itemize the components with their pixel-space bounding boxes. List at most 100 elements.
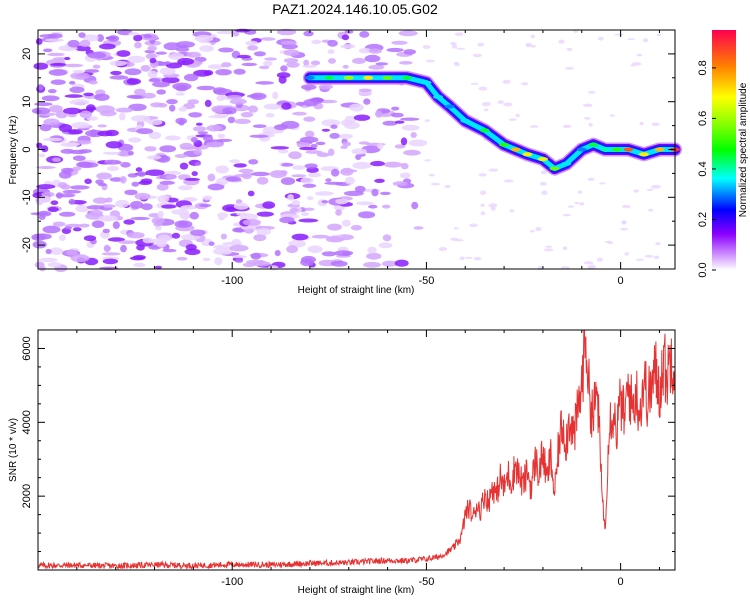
- noise-blob: [97, 130, 113, 137]
- noise-blob: [340, 145, 348, 149]
- spectrogram-x-axis-label: Height of straight line (km): [298, 285, 415, 296]
- noise-blob: [212, 87, 227, 94]
- noise-blob: [183, 73, 199, 82]
- noise-blob: [216, 30, 235, 35]
- noise-blob: [480, 211, 486, 216]
- noise-blob: [302, 183, 317, 188]
- noise-blob: [31, 233, 46, 241]
- ridge-point: [363, 75, 374, 80]
- noise-blob: [431, 182, 440, 186]
- noise-blob: [76, 161, 93, 168]
- noise-blob: [50, 79, 66, 85]
- noise-blob: [96, 34, 105, 42]
- noise-blob: [47, 206, 59, 212]
- noise-blob: [241, 62, 258, 67]
- spectrogram-x-ticks: -100 -50 0: [37, 30, 660, 287]
- noise-blob: [250, 171, 270, 177]
- noise-blob: [535, 226, 542, 232]
- noise-blob: [301, 84, 317, 90]
- noise-blob: [86, 205, 105, 210]
- noise-blob: [480, 203, 485, 207]
- noise-blob: [541, 170, 548, 175]
- noise-blob: [215, 165, 229, 174]
- noise-blob: [42, 225, 61, 234]
- noise-blob: [140, 65, 151, 72]
- noise-blob: [286, 245, 298, 254]
- noise-blob: [329, 132, 340, 139]
- noise-blob: [280, 65, 288, 72]
- noise-blob: [302, 64, 318, 68]
- noise-blob: [473, 257, 482, 261]
- noise-blob: [105, 141, 123, 149]
- noise-blob: [609, 114, 615, 117]
- noise-blob: [597, 36, 604, 41]
- noise-blob: [286, 61, 300, 68]
- noise-blob: [424, 119, 430, 123]
- noise-blob: [340, 119, 354, 127]
- noise-blob: [203, 70, 214, 76]
- noise-blob: [127, 55, 146, 63]
- colorbar-tick-label: 0.0: [697, 262, 709, 277]
- y-tick-label: 10: [21, 96, 33, 108]
- noise-blob: [450, 42, 457, 46]
- noise-blob: [269, 170, 287, 179]
- noise-blob: [66, 249, 78, 256]
- noise-blob: [107, 166, 119, 171]
- noise-blob: [563, 124, 572, 129]
- noise-blob: [378, 242, 393, 249]
- noise-blob: [321, 200, 329, 204]
- noise-blob: [75, 205, 89, 213]
- noise-blob: [70, 72, 90, 80]
- colorbar-label: Normalized spectral amplitude: [738, 82, 749, 217]
- noise-blob: [562, 213, 571, 217]
- noise-blob: [248, 105, 258, 113]
- noise-blob: [656, 33, 662, 37]
- noise-blob: [264, 57, 277, 61]
- noise-blob: [178, 221, 188, 227]
- ridge-point: [444, 104, 455, 109]
- noise-blob: [233, 202, 249, 210]
- noise-blob: [270, 146, 290, 150]
- noise-blob: [124, 68, 142, 76]
- noise-blob: [283, 58, 299, 63]
- noise-blob: [148, 131, 162, 140]
- noise-blob: [247, 190, 255, 197]
- noise-blob: [368, 204, 378, 209]
- noise-blob: [83, 235, 97, 242]
- noise-blob: [79, 39, 91, 48]
- noise-blob: [69, 185, 90, 190]
- y-tick-label: 20: [21, 48, 33, 60]
- noise-blob: [127, 173, 138, 178]
- noise-blob: [240, 111, 254, 118]
- noise-blob: [45, 248, 52, 255]
- noise-blob: [194, 162, 201, 166]
- noise-blob: [130, 200, 144, 209]
- noise-blob: [218, 47, 234, 53]
- noise-blob: [133, 34, 143, 42]
- ridge-point: [499, 142, 510, 147]
- noise-blob: [163, 61, 171, 65]
- noise-blob: [174, 154, 188, 158]
- noise-blob: [156, 89, 166, 95]
- noise-blob: [642, 38, 649, 43]
- noise-blob: [246, 94, 263, 98]
- noise-blob: [653, 255, 660, 259]
- noise-blob: [222, 241, 242, 246]
- noise-blob: [515, 113, 520, 118]
- x-tick-label: -50: [418, 275, 434, 287]
- noise-blob: [394, 144, 406, 149]
- noise-blob: [411, 201, 419, 210]
- noise-blob: [146, 155, 162, 160]
- figure-title: PAZ1.2024.146.10.05.G02: [272, 1, 438, 17]
- ridge-point: [324, 75, 335, 80]
- noise-blob: [235, 28, 250, 33]
- noise-blob: [206, 124, 223, 132]
- noise-blob: [151, 217, 165, 225]
- noise-blob: [221, 62, 232, 68]
- noise-blob: [263, 60, 273, 67]
- noise-blob: [159, 145, 177, 153]
- noise-blob: [450, 237, 459, 241]
- noise-blob: [424, 159, 431, 162]
- noise-blob: [335, 198, 349, 205]
